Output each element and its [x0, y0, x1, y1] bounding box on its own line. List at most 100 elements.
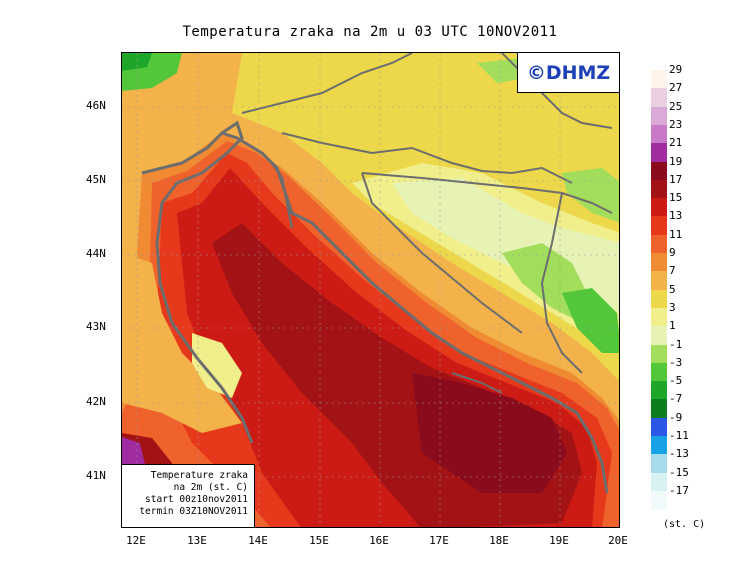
graticule [122, 53, 619, 527]
border-bosnia-west [361, 172, 523, 334]
legend-entry: 1 [651, 319, 731, 346]
legend-entry: -17 [651, 484, 731, 510]
lat-tick: 44N [86, 247, 106, 260]
legend-swatch [651, 344, 667, 364]
lon-tick: 15E [309, 534, 329, 547]
legend-label: 17 [669, 172, 683, 186]
legend-swatch [651, 179, 667, 199]
info-line-1: Temperature zraka [150, 470, 248, 481]
info-box: Temperature zraka na 2m (st. C) start 00… [121, 464, 255, 528]
border-north [241, 53, 413, 114]
legend-swatch [651, 436, 667, 455]
lat-tick: 46N [86, 99, 106, 112]
legend-entry: 27 [651, 81, 731, 108]
lon-tick: 13E [187, 534, 207, 547]
legend-entry: 25 [651, 100, 731, 126]
map-title: Temperatura zraka na 2m u 03 UTC 10NOV20… [182, 24, 558, 40]
legend-swatch [651, 216, 667, 236]
legend-label: 25 [669, 99, 683, 113]
legend-label: 27 [669, 81, 683, 95]
lon-tick: 18E [489, 534, 509, 547]
info-line-3: start 00z10nov2011 [145, 494, 248, 505]
border-bosnia-east [540, 192, 583, 374]
legend-label: 23 [669, 117, 683, 131]
legend-entry: -15 [651, 466, 731, 492]
legend-entry: 11 [651, 228, 731, 254]
legend-entry: -1 [651, 338, 731, 364]
legend-swatch [651, 289, 667, 309]
coastline-italy [141, 120, 254, 444]
field-montenegro-cool [562, 288, 619, 353]
legend-entry: -9 [651, 411, 731, 437]
legend-swatch [651, 143, 667, 163]
info-line-2: na 2m (st. C) [173, 482, 248, 493]
legend-label: -11 [669, 429, 689, 442]
dhmz-logo: ©DHMZ [517, 52, 620, 93]
legend-entry: -3 [651, 356, 731, 382]
legend-unit: (st. C) [663, 519, 706, 530]
legend-label: 5 [669, 282, 676, 296]
lon-tick: 17E [429, 534, 449, 547]
legend-entry: 21 [651, 136, 731, 163]
legend-label: -5 [669, 374, 683, 388]
legend-label: 21 [669, 136, 683, 150]
legend-entry: 23 [651, 118, 731, 144]
legend-entry: 7 [651, 264, 731, 291]
legend-swatch [651, 490, 667, 510]
legend-label: 29 [669, 63, 683, 76]
legend-swatch [651, 381, 667, 401]
legend-label: -7 [669, 392, 683, 406]
legend-swatch [651, 417, 667, 437]
lon-tick: 12E [126, 534, 146, 547]
legend-swatch [651, 88, 667, 108]
coastline-islands [270, 162, 294, 229]
lon-tick: 19E [549, 534, 569, 547]
legend-label: 7 [669, 264, 676, 278]
lon-tick: 16E [369, 534, 389, 547]
legend-swatch [651, 454, 667, 474]
legend-label: -15 [669, 465, 689, 479]
legend-label: -1 [669, 337, 683, 351]
legend-entry: 15 [651, 191, 731, 218]
legend-label: -9 [669, 410, 683, 424]
legend-swatch [651, 307, 667, 327]
legend-label: -17 [669, 483, 689, 497]
legend-entry: 5 [651, 283, 731, 309]
field-italy-3 [192, 333, 242, 398]
lat-tick: 45N [86, 173, 106, 186]
legend-swatch [651, 234, 667, 254]
legend-swatch [651, 362, 667, 382]
legend-swatch [651, 399, 667, 419]
lat-tick: 43N [86, 320, 106, 333]
border-bosnia-north [361, 172, 613, 214]
temperature-field [122, 53, 619, 527]
legend-label: 19 [669, 154, 683, 168]
field-sea-19 [412, 373, 567, 493]
legend-entry: 3 [651, 301, 731, 327]
legend-entry: 13 [651, 209, 731, 236]
legend-entry: 29 [651, 63, 731, 89]
legend-entry: -13 [651, 447, 731, 474]
legend-swatch [651, 271, 667, 291]
legend-label: 3 [669, 300, 676, 314]
legend-swatch [651, 124, 667, 144]
lat-tick: 42N [86, 395, 106, 408]
legend-entry: 9 [651, 246, 731, 272]
legend-label: 1 [669, 319, 676, 333]
info-line-4: termin 03Z10NOV2011 [139, 506, 248, 517]
legend-entry: -7 [651, 392, 731, 419]
legend-swatch [651, 161, 667, 181]
field-alps-colder [122, 53, 152, 71]
legend-label: -13 [669, 447, 689, 461]
legend-label: -3 [669, 355, 683, 369]
legend-entry: 19 [651, 155, 731, 181]
border-croatia-north [281, 132, 573, 184]
legend-swatch [651, 106, 667, 126]
lon-tick: 20E [608, 534, 628, 547]
temperature-map [121, 52, 620, 528]
legend-label: 9 [669, 246, 676, 259]
legend-swatch [651, 198, 667, 218]
legend-swatch [651, 253, 667, 272]
legend-entry: -5 [651, 374, 731, 401]
legend-swatch [651, 326, 667, 346]
